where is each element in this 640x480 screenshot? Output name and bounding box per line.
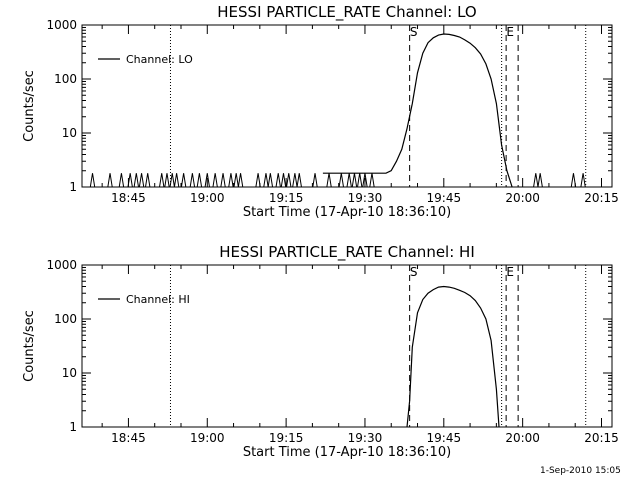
background-spike — [296, 173, 302, 188]
plot-frame — [81, 264, 613, 428]
background-spike — [145, 173, 151, 188]
background-spike — [118, 173, 125, 188]
x-tick-label: 18:45 — [111, 431, 146, 445]
y-tick-label: 10 — [62, 366, 77, 380]
start-marker-label: S — [410, 25, 418, 39]
background-spike — [169, 173, 175, 188]
y-tick-label: 1 — [69, 180, 77, 194]
y-tick-label: 1 — [69, 420, 77, 434]
chart-title: HESSI PARTICLE_RATE Channel: LO — [217, 3, 476, 22]
background-spike — [292, 173, 298, 188]
series-line — [406, 285, 500, 428]
x-axis-label: Start Time (17-Apr-10 18:36:10) — [243, 445, 451, 460]
legend-entry: Channel: LO — [126, 53, 193, 66]
background-spike — [533, 173, 539, 188]
background-spike — [228, 173, 234, 188]
background-spike — [369, 173, 375, 188]
background-spike — [133, 173, 140, 188]
x-tick-label: 19:15 — [269, 191, 304, 205]
background-spike — [537, 173, 543, 188]
background-spike — [173, 173, 180, 188]
background-spike — [107, 173, 113, 188]
background-spike — [164, 173, 170, 188]
x-tick-label: 19:30 — [348, 431, 383, 445]
footer-timestamp: 1-Sep-2010 15:05 — [540, 466, 621, 476]
background-spike — [280, 173, 287, 188]
x-tick-label: 19:00 — [190, 431, 225, 445]
background-spike — [233, 173, 239, 188]
background-spike — [180, 173, 187, 188]
end-marker-label: E — [506, 265, 514, 279]
background-spike — [275, 173, 281, 188]
background-spike — [159, 173, 165, 188]
x-tick-label: 20:15 — [584, 191, 619, 205]
background-spike — [212, 173, 218, 188]
y-tick-label: 100 — [54, 72, 77, 86]
x-tick-label: 20:00 — [505, 191, 540, 205]
background-spike — [312, 173, 318, 188]
plot-frame — [81, 24, 613, 188]
background-spike — [580, 173, 586, 188]
background-spike — [89, 173, 96, 188]
background-spike — [204, 173, 210, 188]
x-tick-label: 20:15 — [584, 431, 619, 445]
x-tick-label: 19:00 — [190, 191, 225, 205]
background-spike — [220, 173, 226, 188]
y-axis-label: Counts/sec — [22, 310, 37, 382]
x-axis-label: Start Time (17-Apr-10 18:36:10) — [243, 205, 451, 220]
background-spike — [138, 173, 145, 188]
chart-panel-2: HESSI PARTICLE_RATE Channel: HI 1 10 100 100… — [22, 243, 619, 460]
x-tick-label: 19:45 — [427, 431, 462, 445]
background-spike — [255, 173, 261, 188]
end-marker-label: E — [506, 25, 514, 39]
x-tick-label: 18:45 — [111, 191, 146, 205]
background-spike — [263, 173, 269, 188]
y-tick-label: 100 — [54, 312, 77, 326]
x-tick-label: 19:45 — [427, 191, 462, 205]
x-tick-label: 19:30 — [348, 191, 383, 205]
x-tick-label: 20:00 — [505, 431, 540, 445]
y-axis-label: Counts/sec — [22, 70, 37, 142]
background-spike — [196, 173, 203, 188]
background-spike — [338, 173, 344, 188]
background-spike — [237, 173, 244, 188]
background-spike — [570, 173, 577, 188]
background-spike — [326, 173, 332, 188]
background-spike — [267, 173, 274, 188]
background-spike — [189, 173, 196, 188]
background-spike — [351, 173, 358, 188]
chart-title: HESSI PARTICLE_RATE Channel: HI — [219, 243, 475, 262]
chart-panel-1: HESSI PARTICLE_RATE Channel: LO 1 10 100 100… — [22, 3, 619, 220]
y-tick-label: 10 — [62, 126, 77, 140]
x-tick-label: 19:15 — [269, 431, 304, 445]
legend-entry: Channel: HI — [126, 293, 190, 306]
background-spike — [286, 173, 292, 188]
y-tick-label: 1000 — [46, 18, 77, 32]
background-spike — [127, 173, 133, 188]
series-line — [322, 33, 513, 188]
start-marker-label: S — [410, 265, 418, 279]
y-tick-label: 1000 — [46, 258, 77, 272]
background-spike — [346, 173, 352, 188]
background-spike — [357, 173, 363, 188]
